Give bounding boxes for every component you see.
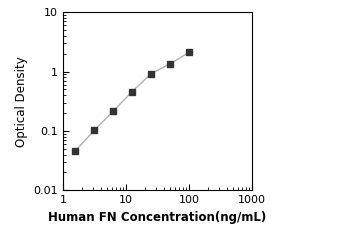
X-axis label: Human FN Concentration(ng/mL): Human FN Concentration(ng/mL) [48,211,267,224]
Y-axis label: Optical Density: Optical Density [15,56,28,147]
